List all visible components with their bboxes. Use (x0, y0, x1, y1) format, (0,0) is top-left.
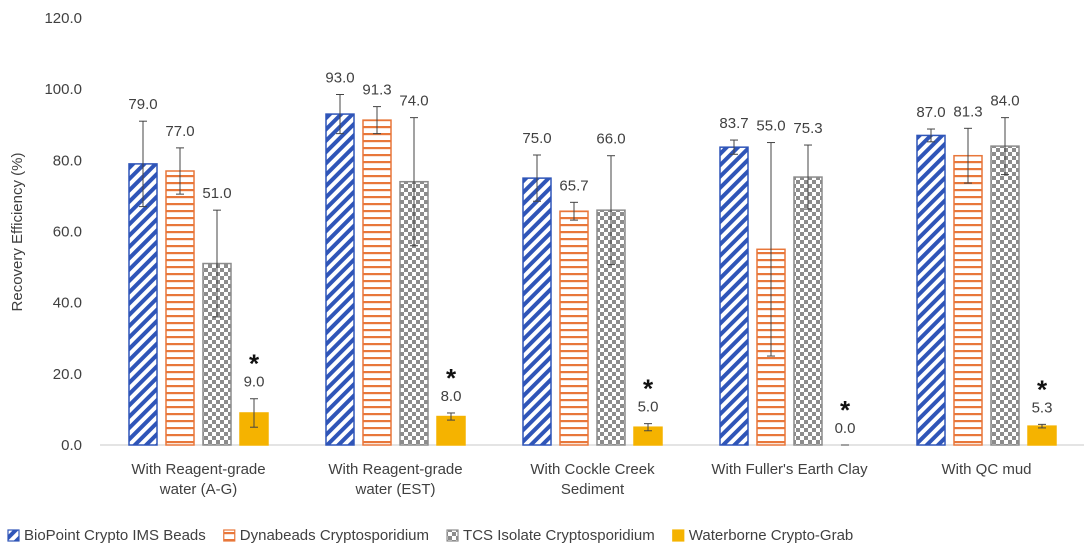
value-label: 81.3 (953, 103, 982, 120)
value-label: 51.0 (202, 185, 231, 202)
y-tick-label: 120.0 (44, 10, 82, 27)
error-bar (927, 128, 935, 143)
value-label: 91.3 (362, 82, 391, 99)
error-bar (730, 139, 738, 155)
error-bar (139, 120, 147, 208)
bar (362, 119, 392, 446)
value-label: 79.0 (128, 96, 157, 113)
legend-swatch (672, 529, 685, 542)
bar (793, 176, 823, 446)
error-bar (176, 147, 184, 195)
legend-label: TCS Isolate Cryptosporidium (463, 527, 655, 544)
legend-item: Dynabeads Cryptosporidium (223, 527, 429, 544)
error-bar (767, 142, 775, 357)
bar (916, 134, 946, 446)
value-label: 93.0 (325, 70, 354, 87)
y-tick-label: 60.0 (53, 224, 82, 241)
value-label: 75.3 (793, 120, 822, 137)
x-tick-label: Sediment (561, 481, 625, 498)
legend-label: BioPoint Crypto IMS Beads (24, 527, 206, 544)
bar (436, 415, 466, 446)
y-tick-label: 100.0 (44, 81, 82, 98)
error-bar (213, 209, 221, 318)
value-label: 83.7 (719, 115, 748, 132)
value-label: 9.0 (244, 374, 265, 391)
value-label: 5.3 (1032, 399, 1053, 416)
legend-swatch (223, 529, 236, 542)
error-bar (533, 154, 541, 202)
bar (325, 113, 355, 446)
bar (1027, 425, 1057, 446)
error-bar (250, 398, 258, 428)
legend-item: TCS Isolate Cryptosporidium (446, 527, 655, 544)
error-bar (607, 155, 615, 266)
value-label: 65.7 (559, 177, 588, 194)
error-bar (447, 412, 455, 421)
error-bar (644, 423, 652, 432)
bar (239, 412, 269, 446)
significance-label: * (1037, 374, 1048, 404)
value-label: 77.0 (165, 123, 194, 140)
bar (165, 170, 195, 446)
error-bar (373, 106, 381, 135)
significance-label: * (840, 395, 851, 425)
x-tick-label: water (A-G) (159, 481, 238, 498)
bar (128, 163, 158, 446)
significance-label: * (446, 363, 457, 393)
significance-label: * (249, 349, 260, 379)
legend-swatch (446, 529, 459, 542)
error-bar (336, 94, 344, 135)
value-label: 87.0 (916, 104, 945, 121)
value-label: 8.0 (441, 388, 462, 405)
error-bar (804, 144, 812, 210)
value-label: 0.0 (835, 420, 856, 437)
y-tick-label: 80.0 (53, 152, 82, 169)
value-label: 74.0 (399, 93, 428, 110)
bar (953, 154, 983, 446)
legend-swatch (7, 529, 20, 542)
legend-label: Waterborne Crypto-Grab (689, 527, 854, 544)
error-bar (1001, 117, 1009, 176)
value-label: 55.0 (756, 118, 785, 135)
value-label: 84.0 (990, 93, 1019, 110)
error-bar (1038, 423, 1046, 429)
y-tick-label: 40.0 (53, 295, 82, 312)
bar (522, 177, 552, 446)
error-bar (410, 117, 418, 247)
y-axis-label: Recovery Efficiency (%) (9, 153, 26, 312)
legend-item: BioPoint Crypto IMS Beads (7, 527, 206, 544)
x-tick-label: With Reagent-grade (328, 461, 462, 478)
x-tick-label: With QC mud (941, 461, 1031, 478)
value-label: 66.0 (596, 131, 625, 148)
error-bar (964, 127, 972, 184)
x-tick-label: With Cockle Creek (530, 461, 655, 478)
value-label: 5.0 (638, 399, 659, 416)
y-tick-label: 0.0 (61, 437, 82, 454)
value-label: 75.0 (522, 130, 551, 147)
bar (559, 210, 589, 446)
significance-label: * (643, 374, 654, 404)
x-tick-label: With Fuller's Earth Clay (711, 461, 868, 478)
x-tick-label: With Reagent-grade (131, 461, 265, 478)
x-tick-label: water (EST) (354, 481, 435, 498)
y-tick-label: 20.0 (53, 366, 82, 383)
legend-label: Dynabeads Cryptosporidium (240, 527, 429, 544)
bar (719, 146, 749, 446)
error-bar (570, 201, 578, 221)
bar (990, 145, 1020, 446)
legend-item: Waterborne Crypto-Grab (672, 527, 854, 544)
